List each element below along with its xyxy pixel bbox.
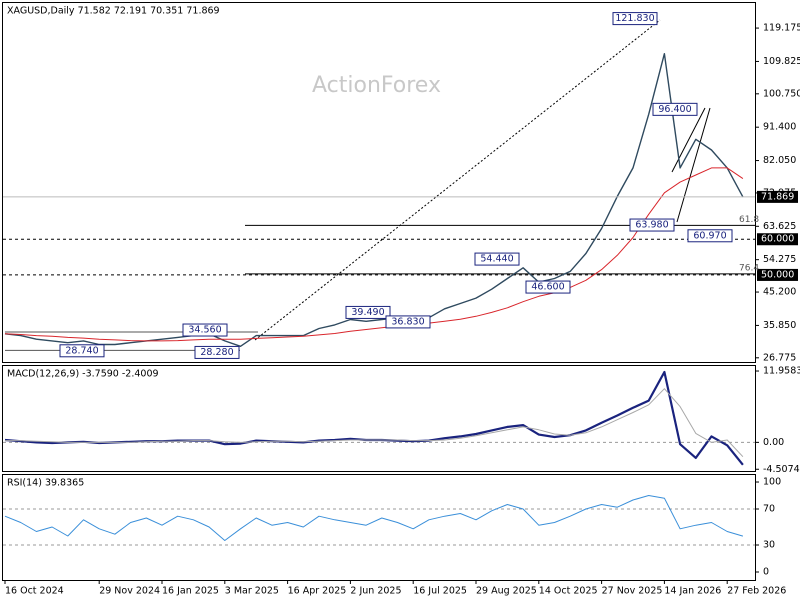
last-price-tag [757, 190, 798, 203]
price-box [612, 12, 658, 26]
fib-label: 76.4 [739, 263, 759, 273]
price-box [474, 252, 520, 266]
price-panel-frame [2, 2, 756, 363]
y-tick-label: 109.825 [763, 56, 800, 67]
price-box [182, 323, 228, 337]
x-tick-label: 27 Nov 2025 [602, 586, 663, 597]
panel-title: RSI(14) 39.8365 [7, 478, 84, 489]
price-box-label: 28.740 [65, 345, 98, 356]
series-line [4, 370, 744, 466]
x-tick-label: 16 Oct 2024 [5, 586, 64, 597]
y-tick-label: 54.275 [763, 254, 796, 265]
price-box-label: 46.600 [531, 282, 564, 293]
price-box-label: 63.980 [635, 220, 668, 231]
y-tick-label: 70 [763, 504, 775, 515]
y-tick-label: 100.750 [763, 88, 800, 99]
y-tick-label: 100 [763, 477, 781, 488]
price-box-label: 96.400 [658, 104, 691, 115]
trend-line [254, 19, 661, 341]
watermark: ActionForex [312, 73, 441, 98]
x-tick-label: 14 Jan 2026 [664, 586, 721, 597]
y-tick-label: 26.775 [763, 352, 796, 363]
price-box-label: 54.440 [480, 254, 513, 265]
x-tick-label: 16 Jan 2025 [162, 586, 219, 597]
series-line [4, 53, 744, 347]
channel-line [676, 107, 711, 223]
x-tick-label: 16 Apr 2025 [288, 586, 347, 597]
level-tag [757, 233, 798, 246]
rsi-panel-frame [2, 474, 756, 581]
level-tag-label: 50.000 [761, 269, 794, 280]
y-tick-label: 63.625 [763, 221, 796, 232]
x-tick-label: 29 Aug 2025 [476, 586, 537, 597]
level-tag [757, 268, 798, 281]
y-tick-label: -4.5074 [763, 464, 800, 475]
price-box [59, 344, 105, 358]
y-tick-label: 119.175 [763, 23, 800, 34]
price-box [525, 280, 571, 294]
price-box-label: 60.970 [693, 230, 726, 241]
x-tick-label: 2 Jun 2025 [350, 586, 401, 597]
price-box-label: 28.280 [200, 347, 233, 358]
macd-panel-frame [2, 365, 756, 472]
y-tick-label: 0.00 [763, 437, 784, 448]
x-tick-label: 29 Nov 2024 [99, 586, 160, 597]
x-tick-label: 27 Feb 2026 [727, 586, 786, 597]
price-box [385, 315, 431, 329]
series-line [4, 495, 744, 541]
y-tick-label: 82.050 [763, 155, 796, 166]
price-box-label: 36.830 [391, 316, 424, 327]
series-line [5, 388, 744, 458]
x-tick-label: 16 Jul 2025 [413, 586, 467, 597]
y-tick-label: 11.9583 [763, 366, 800, 377]
price-box [345, 305, 391, 319]
channel-line [671, 107, 706, 173]
y-tick-label: 91.400 [763, 122, 796, 133]
price-box [194, 345, 240, 359]
price-box [652, 102, 698, 116]
price-box-label: 39.490 [351, 307, 384, 318]
y-tick-label: 45.200 [763, 287, 796, 298]
y-tick-label: 35.850 [763, 320, 796, 331]
fib-label: 61.8 [739, 215, 759, 225]
price-box-label: 121.830 [615, 13, 654, 24]
price-box [629, 218, 675, 232]
panel-title: MACD(12,26,9) -3.7590 -2.4009 [7, 369, 159, 380]
y-tick-label: 30 [763, 540, 775, 551]
series-line [4, 167, 744, 342]
y-tick-label: 0 [763, 566, 769, 577]
last-price-label: 71.869 [761, 191, 794, 202]
price-box [687, 229, 733, 243]
x-tick-label: 14 Oct 2025 [539, 586, 598, 597]
price-box-label: 34.560 [188, 325, 221, 336]
x-tick-label: 3 Mar 2025 [225, 586, 279, 597]
level-tag-label: 60.000 [761, 234, 794, 245]
panel-title: XAGUSD,Daily 71.582 72.191 70.351 71.869 [7, 6, 220, 17]
